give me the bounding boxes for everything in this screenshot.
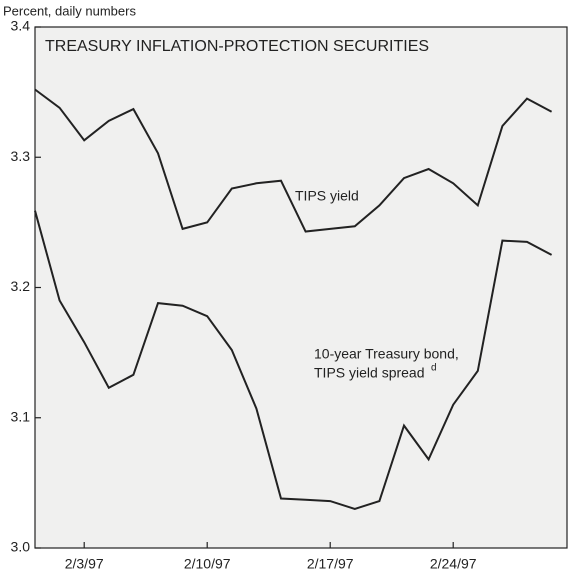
x-tick-label: 2/10/97: [184, 556, 231, 572]
annotation-superscript: d: [431, 363, 437, 374]
annotation: 10-year Treasury bond,: [314, 346, 459, 362]
y-axis-label: Percent, daily numbers: [3, 3, 136, 18]
y-tick-label: 3.3: [11, 148, 31, 164]
x-tick-label: 2/24/97: [430, 556, 477, 572]
plot-area: [34, 26, 568, 549]
x-tick-label: 2/3/97: [65, 556, 104, 572]
y-tick-label: 3.2: [11, 278, 31, 294]
x-tick-label: 2/17/97: [307, 556, 354, 572]
chart-title: TREASURY INFLATION-PROTECTION SECURITIES: [45, 38, 429, 55]
line-series: [34, 88, 553, 233]
y-tick-label: 3.4: [11, 18, 31, 34]
annotation: TIPS yield: [295, 188, 359, 204]
y-tick-label: 3.1: [11, 408, 31, 424]
line-series: [34, 210, 553, 510]
annotation: TIPS yield spread: [314, 365, 425, 381]
y-tick-label: 3.0: [11, 539, 31, 555]
